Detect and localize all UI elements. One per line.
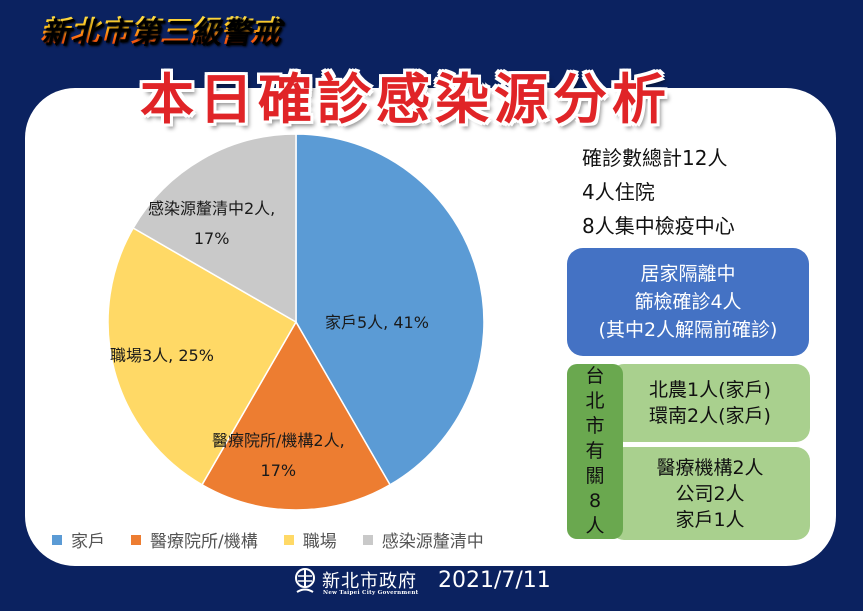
report-date: 2021/7/11	[438, 568, 551, 593]
home-isolation-box: 居家隔離中 篩檢確診4人 (其中2人解隔前確診)	[567, 248, 809, 356]
data-label-medical: 醫療院所/機構2人, 17%	[212, 426, 345, 486]
side-char: 8	[588, 490, 602, 512]
side-char: 有	[585, 440, 605, 462]
box-line: 醫療機構2人	[656, 456, 764, 479]
legend-swatch	[283, 534, 294, 545]
chart-legend: 家戶 醫療院所/機構 職場 感染源釐清中	[52, 527, 484, 552]
box-line: 家戶1人	[675, 508, 745, 531]
pie-slice-household	[295, 133, 485, 486]
data-label-line: 感染源釐清中2人,	[148, 199, 276, 218]
data-label-line: 職場3人, 25%	[110, 346, 214, 365]
box-line: 北農1人(家戶)	[649, 379, 771, 401]
legend-label: 家戶	[71, 532, 105, 552]
box-line: 環南2人(家戶)	[649, 405, 771, 427]
side-char: 關	[585, 465, 605, 487]
legend-swatch	[362, 534, 373, 545]
data-label-line: 家戶5人, 41%	[325, 313, 429, 332]
alert-level-title-shadow: 新北市第三級警戒	[42, 10, 282, 52]
alert-level-title: 新北市第三級警戒	[40, 8, 280, 50]
side-char: 北	[585, 390, 605, 412]
legend-item-medical: 醫療院所/機構	[131, 527, 258, 552]
legend-item-household: 家戶	[52, 527, 105, 552]
legend-label: 醫療院所/機構	[150, 532, 258, 552]
org-name-en: New Taipei City Government	[323, 590, 419, 596]
taipei-related-side-label: 台 北 市 有 關 8 人	[567, 364, 623, 539]
total-cases-text: 確診數總計12人	[582, 146, 728, 170]
pie-slice-workplace	[107, 226, 298, 486]
box-line: 居家隔離中	[640, 263, 736, 285]
box-line: 公司2人	[675, 482, 745, 505]
box-line: 篩檢確診4人	[634, 291, 742, 313]
side-char: 台	[585, 365, 605, 387]
data-label-under-investigation: 感染源釐清中2人, 17%	[148, 194, 275, 254]
data-label-line: 醫療院所/機構2人,	[212, 431, 345, 450]
data-label-line: 17%	[260, 461, 297, 480]
pie-slice-under-investigation	[132, 133, 297, 324]
org-name: 新北市政府	[322, 571, 417, 592]
box-line: (其中2人解隔前確診)	[598, 319, 778, 341]
pie-slice-medical	[200, 320, 392, 511]
data-label-household: 家戶5人, 41%	[325, 308, 429, 338]
legend-label: 職場	[302, 532, 337, 552]
legend-item-under-investigation: 感染源釐清中	[362, 527, 484, 552]
data-label-line: 17%	[193, 229, 230, 248]
hospitalized-text: 4人住院	[582, 180, 655, 204]
side-char: 人	[585, 515, 605, 537]
legend-label: 感染源釐清中	[381, 532, 484, 552]
data-label-workplace: 職場3人, 25%	[110, 341, 214, 371]
quarantine-center-text: 8人集中檢疫中心	[582, 214, 735, 238]
side-char: 市	[585, 415, 605, 437]
case-summary: 確診數總計12人 4人住院 8人集中檢疫中心	[582, 141, 735, 243]
legend-swatch	[52, 534, 62, 545]
new-taipei-logo-icon	[295, 568, 315, 593]
page-title: 本日確診感染源分析	[140, 68, 671, 131]
taipei-related-group-1: 北農1人(家戶) 環南2人(家戶)	[610, 364, 810, 442]
taipei-related-group-2: 醫療機構2人 公司2人 家戶1人	[610, 447, 810, 540]
legend-swatch	[131, 534, 141, 545]
legend-item-workplace: 職場	[283, 527, 337, 552]
